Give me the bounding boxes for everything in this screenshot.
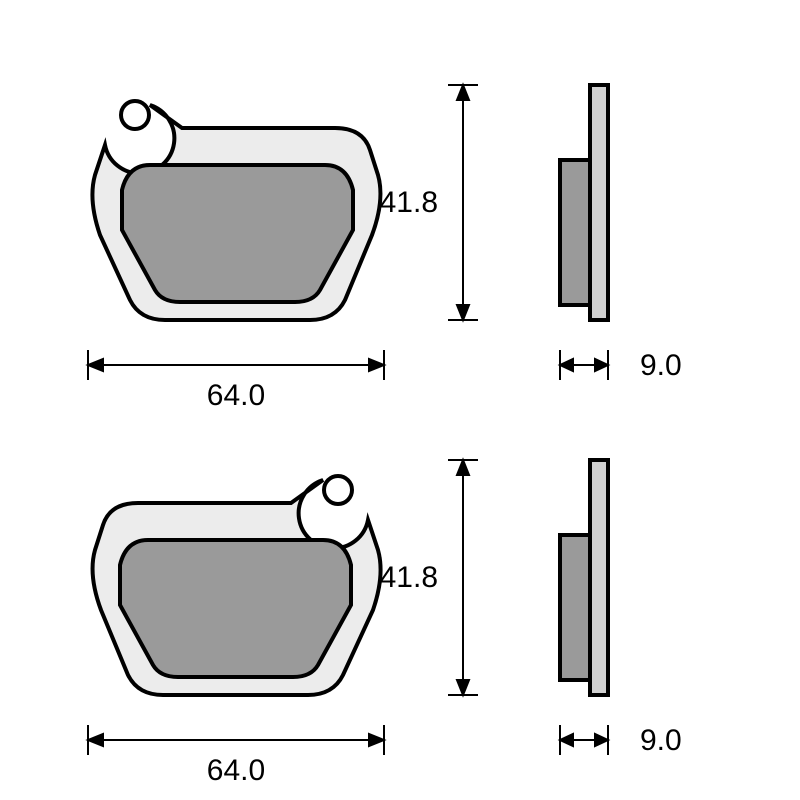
dim-top-thickness-label: 9.0	[640, 349, 682, 382]
dim-top-width-label: 64.0	[207, 379, 265, 412]
dim-top-height-label: 41.8	[380, 186, 438, 219]
pad-top-side	[560, 85, 608, 320]
dim-bottom-thickness-label: 9.0	[640, 724, 682, 757]
dim-bottom-width-label: 64.0	[207, 754, 265, 787]
dim-bottom-height	[448, 460, 478, 695]
pad-bottom-side	[560, 460, 608, 695]
dim-top-height	[448, 85, 478, 320]
dim-top-width	[88, 350, 384, 380]
pad-top-face	[92, 101, 380, 320]
dim-bottom-width	[88, 725, 384, 755]
dim-bottom-thickness	[560, 725, 608, 755]
dim-top-thickness	[560, 350, 608, 380]
dim-bottom-height-label: 41.8	[380, 561, 438, 594]
pad-bottom-face	[93, 476, 381, 695]
